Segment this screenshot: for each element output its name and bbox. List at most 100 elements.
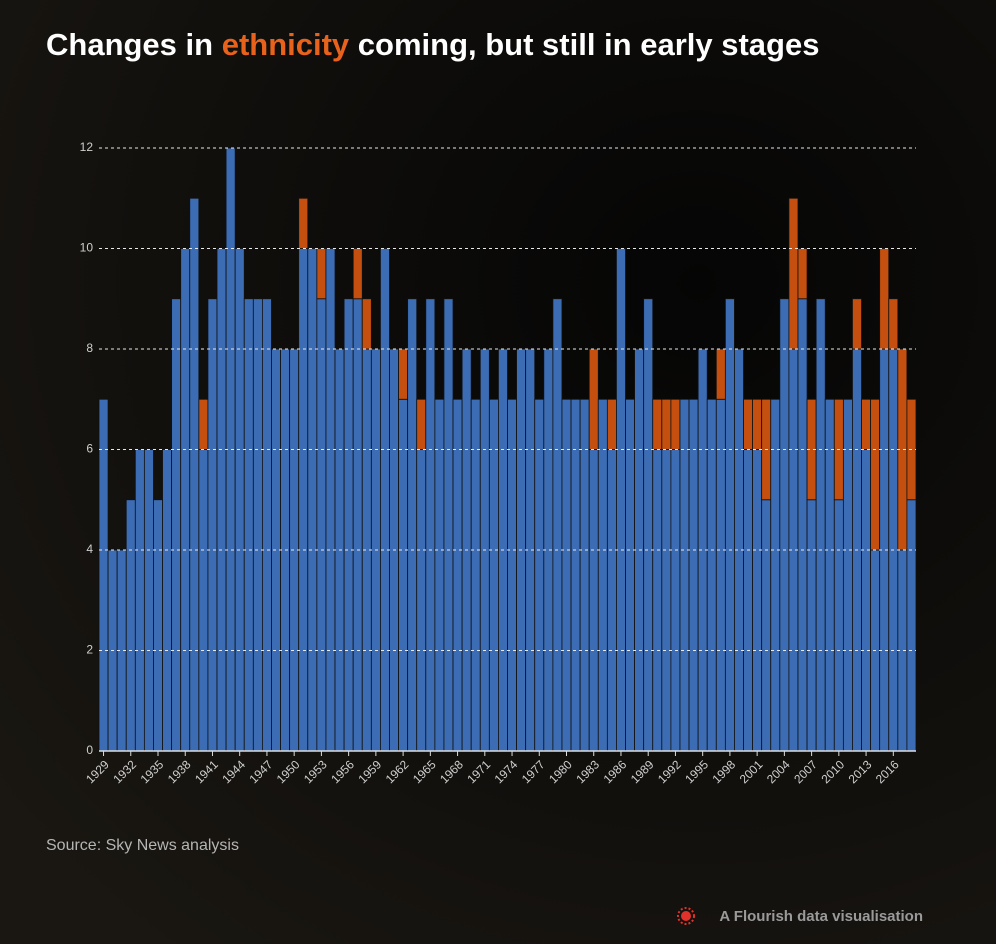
bar-segment — [98, 398, 109, 752]
bar-segment — [842, 398, 853, 752]
bar-segment — [652, 398, 663, 450]
bar-segment — [833, 499, 844, 752]
bar-segment — [706, 398, 717, 752]
bar-segment — [643, 298, 654, 752]
bar-segment — [470, 398, 481, 752]
bar-segment — [879, 248, 890, 350]
bar-segment — [752, 449, 763, 752]
bar-segment — [153, 499, 163, 752]
flourish-credit[interactable]: A Flourish data visualisation — [677, 907, 923, 925]
y-tick-label: 6 — [86, 442, 93, 456]
bar-segment — [670, 449, 681, 752]
bar-segment — [715, 348, 726, 400]
bar-segment — [552, 298, 563, 752]
bar-segment — [888, 298, 899, 350]
bar-segment — [180, 248, 191, 752]
bar-segment — [398, 348, 409, 400]
bar-segment — [824, 398, 835, 752]
bar-segment — [452, 398, 463, 752]
bar-segment — [761, 499, 772, 752]
bar-segment — [234, 248, 245, 752]
bar-segment — [752, 398, 763, 450]
flourish-icon — [681, 911, 691, 921]
source: Source: Sky News analysis — [46, 837, 239, 854]
bar-segment — [307, 248, 318, 752]
bar-segment — [861, 449, 872, 752]
bar-segment — [261, 298, 272, 752]
bar-segment — [743, 449, 753, 752]
bar-segment — [534, 398, 545, 752]
bar-segment — [906, 499, 917, 752]
bar-segment — [398, 398, 409, 752]
bar-segment — [788, 197, 799, 350]
bar-segment — [434, 398, 445, 752]
bar-segment — [171, 298, 182, 752]
y-tick-label: 12 — [80, 140, 94, 154]
bar-segment — [779, 298, 790, 752]
bar-segment — [216, 248, 227, 752]
title-part: coming, but still in early stages — [349, 27, 819, 62]
bar-segment — [416, 449, 427, 752]
bar-segment — [661, 398, 672, 450]
bar-segment — [316, 298, 327, 752]
bar-segment — [361, 298, 372, 350]
bar-segment — [806, 499, 817, 752]
title-highlight: ethnicity — [222, 27, 350, 62]
chart-title: Changes in ethnicity coming, but still i… — [46, 27, 819, 62]
bar-segment — [343, 298, 354, 752]
bar-segment — [425, 298, 436, 752]
bar-segment — [189, 197, 200, 752]
bar-segment — [407, 298, 418, 752]
bar-segment — [352, 298, 363, 752]
bar-segment — [661, 449, 672, 752]
bar-segment — [852, 298, 862, 350]
bar-segment — [243, 298, 254, 752]
bar-segment — [670, 398, 681, 450]
bar-segment — [588, 449, 599, 752]
y-tick-label: 0 — [86, 743, 93, 757]
bar-segment — [579, 398, 590, 752]
bar-segment — [134, 449, 145, 752]
y-tick-label: 4 — [86, 542, 93, 556]
bar-segment — [588, 348, 599, 450]
footer: A Flourish data visualisation — [719, 908, 923, 925]
bar-segment — [724, 298, 735, 752]
bar-segment — [606, 398, 617, 450]
bar-segment — [125, 499, 136, 752]
bar-segment — [207, 298, 218, 752]
bar-segment — [252, 298, 263, 752]
bar-segment — [616, 248, 626, 752]
bar-segment — [198, 449, 209, 752]
bar-segment — [507, 398, 517, 752]
bar-segment — [625, 398, 635, 752]
bar-segment — [162, 449, 173, 752]
bar-segment — [380, 248, 390, 752]
bar-segment — [561, 398, 572, 752]
bar-segment — [679, 398, 690, 752]
bar-segment — [298, 248, 309, 752]
flourish-icon-ring — [677, 907, 695, 925]
bar-segment — [606, 449, 617, 752]
bar-segment — [815, 298, 826, 752]
bar-segment — [416, 398, 427, 450]
y-tick-label: 2 — [86, 643, 93, 657]
bar-segment — [488, 398, 499, 752]
bar-segment — [770, 398, 781, 752]
bar-segment — [797, 298, 808, 752]
bar-segment — [688, 398, 699, 752]
bar-segment — [198, 398, 209, 450]
y-tick-label: 10 — [80, 241, 94, 255]
bar-segment — [652, 449, 663, 752]
bar-segment — [597, 398, 608, 752]
y-tick-label: 8 — [86, 341, 93, 355]
title-part: Changes in — [46, 27, 222, 62]
bar-segment — [797, 248, 808, 300]
bar-segment — [325, 248, 336, 752]
bar-segment — [570, 398, 581, 752]
bar-segment — [743, 398, 753, 450]
bar-segment — [443, 298, 454, 752]
bar-segment — [143, 449, 154, 752]
bar-segment — [870, 398, 881, 551]
